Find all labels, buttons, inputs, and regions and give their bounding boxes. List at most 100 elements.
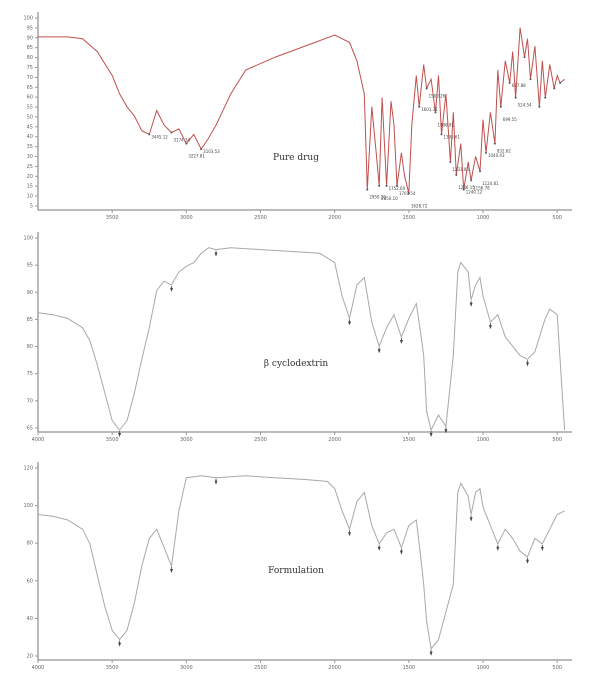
peak-marker [544,96,547,99]
y-tick-label: 20 [27,654,33,660]
y-tick-label: 100 [23,503,33,509]
peak-label: 3103.53 [203,149,220,154]
peak-label: 1331.05 [452,167,469,172]
peak-marker [429,651,433,656]
peak-marker [493,142,496,145]
peak-marker [425,87,428,90]
peak-label: 1040.43 [488,153,505,158]
y-tick-label: 60 [27,578,33,584]
spectrum-line [38,27,565,194]
peak-label: 832.62 [497,149,511,154]
x-tick-label: 4000 [32,665,45,671]
peak-marker [553,87,556,90]
peak-marker [440,133,443,136]
spectrum-panel-2: 100 95 90 85 80 75 70 65 4000 3500 3000 2500 2000 150… [23,232,572,443]
x-tick-label: 1500 [402,665,415,671]
peak-marker [540,546,544,551]
y-tick-label: 75 [27,65,33,71]
peak-marker [366,188,369,191]
y-tick-label: 85 [27,45,33,51]
x-tick-label: 1000 [477,665,490,671]
y-tick-label: 30 [27,154,33,160]
peak-marker [523,56,526,59]
peak-marker [118,433,122,437]
y-tick-label: 15 [27,184,33,190]
y-tick-label: 25 [27,164,33,170]
peak-marker [514,96,517,99]
peak-label: 1500.26 [429,93,446,98]
peak-marker [118,642,122,647]
peak-marker [496,546,500,551]
peak-marker [214,252,218,257]
y-tick-label: 60 [27,95,33,101]
peak-label: 1406.81 [438,122,455,127]
y-tick-label: 80 [27,541,33,547]
y-tick-label: 65 [27,426,33,432]
peak-marker [378,184,381,187]
x-tick-label: 500 [552,437,562,443]
y-tick-label: 40 [27,616,33,622]
y-tick-label: 10 [27,194,33,200]
x-tick-label: 2000 [328,665,341,671]
peak-marker [348,321,351,326]
peak-marker [200,148,203,151]
x-tick-label: 1500 [402,215,415,221]
x-tick-label: 1000 [477,215,490,221]
peak-marker [170,287,173,292]
peak-marker [407,192,410,195]
peak-marker [377,546,381,551]
peak-label: 2950.20 [369,195,386,200]
x-tick-label: 1500 [402,437,415,443]
y-tick-label: 90 [27,35,33,41]
panel-label: β cyclodextrin [264,359,328,369]
peak-marker [526,362,529,367]
peak-marker [470,179,473,182]
peak-label: 2850.10 [381,196,398,201]
spectrum-line [37,247,566,432]
peak-marker [170,131,173,134]
y-tick-label: 20 [27,174,33,180]
y-tick-label: 70 [27,398,33,404]
peak-marker [214,480,218,485]
peak-marker [418,105,421,108]
peak-marker [395,184,398,187]
y-tick-label: 80 [27,55,33,61]
peak-label: 1701.54 [399,191,416,196]
y-tick-label: 50 [27,114,33,120]
peak-label: 699.55 [503,117,517,122]
peak-marker [449,161,452,163]
peak-label: 3445.12 [151,134,168,139]
y-tick-label: 35 [27,144,33,150]
x-tick-label: 3500 [106,215,119,221]
x-tick-label: 1000 [477,437,490,443]
peak-marker [348,532,351,537]
peak-marker [399,340,403,344]
y-tick-label: 70 [27,75,33,81]
y-tick-label: 95 [27,263,33,269]
peak-label: 1628.72 [411,203,428,208]
x-tick-label: 500 [552,665,562,671]
peak-marker [385,184,388,187]
y-tick-label: 100 [23,236,33,242]
peak-marker [508,81,511,84]
peak-marker [479,170,482,173]
peak-marker [185,142,188,145]
peak-marker [462,188,465,191]
peak-marker [399,550,403,555]
peak-marker [529,78,532,81]
x-tick-label: 3000 [180,665,193,671]
peak-marker [170,569,173,573]
peak-marker [469,302,473,307]
peak-marker [538,105,541,108]
y-tick-label: 100 [23,16,33,22]
x-tick-label: 3500 [106,665,119,671]
spectrum-line [37,475,565,650]
x-tick-label: 2500 [254,215,267,221]
peak-label: 617.88 [512,83,526,88]
y-tick-label: 95 [27,25,33,31]
peak-marker [484,151,487,154]
peak-marker [469,517,473,522]
spectrum-panel-3: 120 100 80 60 40 20 4000 3500 3000 2500 2000 1500 10… [23,462,572,671]
y-tick-label: 5 [30,204,33,210]
